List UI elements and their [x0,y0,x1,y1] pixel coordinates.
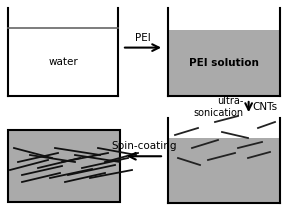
Text: PEI solution: PEI solution [189,58,259,68]
Text: CNTs: CNTs [253,102,278,112]
Bar [168,138,280,203]
Bar [168,30,280,96]
Text: water: water [48,57,78,67]
Bar [8,130,120,202]
Text: ultra-
sonication: ultra- sonication [194,96,244,118]
Bar [8,28,118,96]
Text: PEI: PEI [135,33,151,43]
Text: Spin-coating: Spin-coating [111,141,177,151]
